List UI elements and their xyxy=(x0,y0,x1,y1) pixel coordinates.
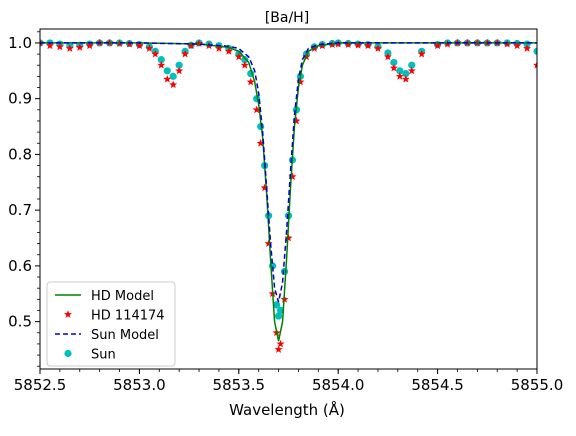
data-point-sun xyxy=(402,69,410,78)
y-tick-label: 0.7 xyxy=(8,201,32,219)
y-tick-label: 1.0 xyxy=(8,34,32,52)
data-point-hd114174 xyxy=(45,41,54,50)
data-point-sun xyxy=(241,56,249,64)
legend-marker-star xyxy=(64,310,72,318)
data-point-hd114174 xyxy=(260,183,269,192)
x-tick-label: 5853.0 xyxy=(113,376,166,394)
data-point-hd114174 xyxy=(234,52,243,61)
data-point-hd114174 xyxy=(252,105,261,114)
data-point-hd114174 xyxy=(533,61,537,69)
data-point-sun xyxy=(390,58,398,67)
data-point-hd114174 xyxy=(163,74,172,83)
data-point-hd114174 xyxy=(224,47,233,55)
legend-label: Sun Model xyxy=(91,328,159,343)
data-point-hd114174 xyxy=(292,116,301,125)
data-point-hd114174 xyxy=(383,52,392,61)
data-point-hd114174 xyxy=(401,74,410,83)
data-point-hd114174 xyxy=(395,72,404,80)
x-tick-label: 5854.0 xyxy=(312,376,365,394)
x-tick-label: 5854.5 xyxy=(411,376,464,394)
plot-clipped-group xyxy=(40,38,537,353)
data-point-hd114174 xyxy=(407,66,416,75)
data-point-hd114174 xyxy=(296,77,305,86)
legend-label: Sun xyxy=(91,348,116,363)
series-line xyxy=(40,42,537,303)
data-point-hd114174 xyxy=(135,41,144,50)
data-point-hd114174 xyxy=(523,44,532,52)
x-tick-label: 5853.5 xyxy=(213,376,266,394)
y-tick-label: 0.5 xyxy=(8,313,32,331)
data-point-hd114174 xyxy=(276,339,285,348)
data-point-hd114174 xyxy=(364,41,373,50)
y-tick-label: 0.8 xyxy=(8,145,32,163)
data-point-hd114174 xyxy=(373,44,382,52)
data-point-sun xyxy=(396,67,404,75)
data-point-hd114174 xyxy=(240,61,249,69)
data-point-sun xyxy=(169,72,177,80)
data-point-hd114174 xyxy=(433,41,442,50)
data-point-sun xyxy=(157,56,165,64)
data-point-hd114174 xyxy=(151,49,160,58)
plot-area xyxy=(40,38,537,353)
data-point-hd114174 xyxy=(354,40,363,49)
data-point-hd114174 xyxy=(157,61,166,69)
x-tick-label: 5855.0 xyxy=(511,376,564,394)
legend-box xyxy=(46,281,176,367)
data-point-hd114174 xyxy=(145,44,154,52)
data-point-sun xyxy=(175,61,183,69)
data-point-sun xyxy=(163,67,171,75)
legend-label: HD 114174 xyxy=(91,309,165,324)
y-tick-label: 0.9 xyxy=(8,90,32,108)
data-point-hd114174 xyxy=(75,43,84,51)
data-point-hd114174 xyxy=(288,172,297,181)
data-point-sun xyxy=(533,47,537,55)
data-point-hd114174 xyxy=(256,139,265,147)
data-point-hd114174 xyxy=(175,66,184,75)
axes: 5852.5 5853.0 5853.5 5854.0 5854.5 5855.0 0.5 0… xyxy=(8,28,564,394)
series-line xyxy=(40,42,537,342)
legend-marker-circle xyxy=(64,349,72,358)
data-point-hd114174 xyxy=(181,49,190,58)
data-point-hd114174 xyxy=(513,41,522,50)
data-point-sun xyxy=(408,61,416,69)
legend-label: HD Model xyxy=(91,289,154,304)
x-tick-label: 5852.5 xyxy=(14,376,67,394)
data-point-sun xyxy=(274,312,283,320)
chart-title: [Ba/H] xyxy=(265,10,309,26)
x-axis-label: Wavelength (Å) xyxy=(229,400,345,419)
data-point-hd114174 xyxy=(85,41,94,50)
y-tick-label: 0.6 xyxy=(8,257,32,275)
data-point-hd114174 xyxy=(187,41,196,50)
data-point-hd114174 xyxy=(264,239,273,247)
data-point-hd114174 xyxy=(65,44,74,52)
data-point-sun xyxy=(280,267,289,276)
data-point-hd114174 xyxy=(55,42,64,51)
data-point-hd114174 xyxy=(274,345,283,353)
data-point-hd114174 xyxy=(195,39,204,47)
legend: HD Model HD 114174 Sun Model Sun xyxy=(46,281,176,367)
data-point-sun xyxy=(276,306,285,315)
data-point-hd114174 xyxy=(389,63,398,72)
data-point-hd114174 xyxy=(417,49,426,58)
data-point-sun xyxy=(272,301,281,309)
data-point-hd114174 xyxy=(246,77,255,86)
data-point-hd114174 xyxy=(344,40,353,48)
data-point-hd114174 xyxy=(169,80,178,89)
data-point-hd114174 xyxy=(214,44,223,52)
